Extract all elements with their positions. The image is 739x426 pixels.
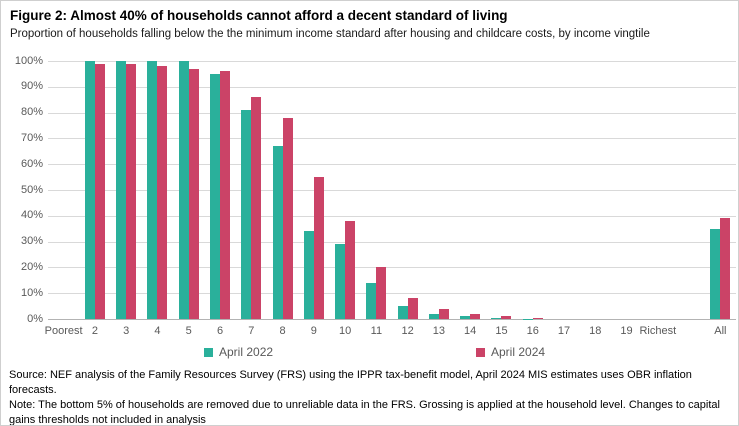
bar-april-2022-3 <box>116 61 127 319</box>
x-axis-tick-label: 16 <box>526 325 539 337</box>
bar-april-2024-9 <box>313 177 324 319</box>
bar-april-2022-8 <box>272 146 283 319</box>
bar-april-2024-10 <box>345 221 356 319</box>
x-axis-tick-label: Richest <box>639 325 677 337</box>
note-text: Note: The bottom 5% of households are re… <box>9 399 720 426</box>
y-axis-tick-label: 60% <box>20 157 43 170</box>
x-axis-tick-label: 8 <box>279 325 286 337</box>
y-axis-tick-label: 10% <box>20 286 43 299</box>
legend-item-april-2024: April 2024 <box>476 345 545 359</box>
chart-subtitle: Proportion of households falling below t… <box>10 28 650 40</box>
legend-label-april-2024: April 2024 <box>491 345 546 359</box>
bar-april-2024-all <box>720 218 731 319</box>
bar-april-2022-4 <box>147 61 158 319</box>
bar-april-2024-7 <box>251 97 262 319</box>
x-axis-tick-label: 10 <box>338 325 352 337</box>
y-axis-tick-label: 80% <box>20 106 43 119</box>
bar-april-2024-2 <box>94 63 105 319</box>
gridline <box>48 241 736 243</box>
gridline <box>48 86 736 88</box>
gridline <box>48 164 736 166</box>
gridline <box>48 61 736 62</box>
bar-april-2024-5 <box>188 68 199 319</box>
bar-april-2024-8 <box>282 117 293 319</box>
bar-april-2022-13 <box>428 313 439 319</box>
y-axis-tick-label: 40% <box>20 209 43 222</box>
gridline <box>48 215 736 217</box>
legend-swatch-april-2024 <box>476 347 485 357</box>
legend-item-april-2022: April 2022 <box>204 345 273 359</box>
bar-april-2022-6 <box>210 73 220 319</box>
y-axis-tick-label: 30% <box>20 235 43 248</box>
x-axis-tick-label: 15 <box>495 325 508 337</box>
x-axis-tick-label: 7 <box>248 325 255 337</box>
y-axis-tick-label: 50% <box>20 183 43 196</box>
bar-april-2022-5 <box>178 61 189 319</box>
bar-april-2022-15 <box>491 317 502 319</box>
bar-april-2022-14 <box>460 316 471 319</box>
y-axis-tick-label: 70% <box>20 131 43 144</box>
bar-april-2024-12 <box>407 298 418 319</box>
bar-april-2022-16 <box>522 318 533 319</box>
chart-title: Figure 2: Almost 40% of households canno… <box>10 8 508 23</box>
x-axis-tick-label: 14 <box>464 325 477 337</box>
bar-april-2024-3 <box>126 63 137 319</box>
x-axis-tick-label: 5 <box>185 325 192 337</box>
bar-april-2022-all <box>710 228 721 319</box>
bar-april-2022-9 <box>303 231 314 319</box>
y-axis-tick-label: 20% <box>20 260 43 273</box>
y-axis-tick-label: 100% <box>14 54 43 67</box>
legend-swatch-april-2022 <box>204 347 213 357</box>
bar-april-2024-15 <box>501 316 512 319</box>
x-axis-tick-label: 13 <box>432 325 446 337</box>
legend-label-april-2022: April 2022 <box>219 345 274 359</box>
x-axis-tick-label: Poorest <box>44 325 83 337</box>
gridline <box>48 138 736 140</box>
x-axis-tick-label: 19 <box>620 325 633 337</box>
gridline <box>48 112 736 114</box>
bar-april-2022-7 <box>241 110 252 319</box>
bar-april-2024-13 <box>438 308 449 319</box>
gridline <box>48 190 736 191</box>
x-axis-tick-label: 6 <box>216 325 224 337</box>
bar-april-2022-11 <box>366 282 377 319</box>
bar-april-2024-4 <box>157 66 168 319</box>
source-text: Source: NEF analysis of the Family Resou… <box>9 369 692 396</box>
bar-april-2022-12 <box>397 306 408 319</box>
bar-april-2024-14 <box>470 313 481 319</box>
x-axis-line <box>48 319 736 320</box>
bar-april-2022-2 <box>84 61 95 319</box>
chart-footnotes: Source: NEF analysis of the Family Resou… <box>9 368 735 426</box>
x-axis-tick-label: 12 <box>401 325 414 337</box>
gridline <box>48 293 736 295</box>
y-axis-tick-label: 0% <box>27 312 43 325</box>
x-axis-tick-label: All <box>714 325 727 337</box>
x-axis-tick-label: 11 <box>370 325 383 337</box>
x-axis-tick-label: 17 <box>557 325 571 337</box>
bar-april-2022-10 <box>335 244 346 319</box>
bar-april-2024-11 <box>376 267 387 319</box>
x-axis-tick-label: 4 <box>154 325 161 337</box>
bar-april-2024-16 <box>532 317 543 319</box>
y-axis-tick-label: 90% <box>20 80 43 93</box>
x-axis-tick-label: 9 <box>310 325 317 337</box>
x-axis-tick-label: 2 <box>91 325 98 337</box>
bar-april-2024-6 <box>220 71 230 319</box>
x-axis-tick-label: 18 <box>589 325 602 337</box>
x-axis-tick-label: 3 <box>123 325 130 337</box>
gridline <box>48 267 736 269</box>
